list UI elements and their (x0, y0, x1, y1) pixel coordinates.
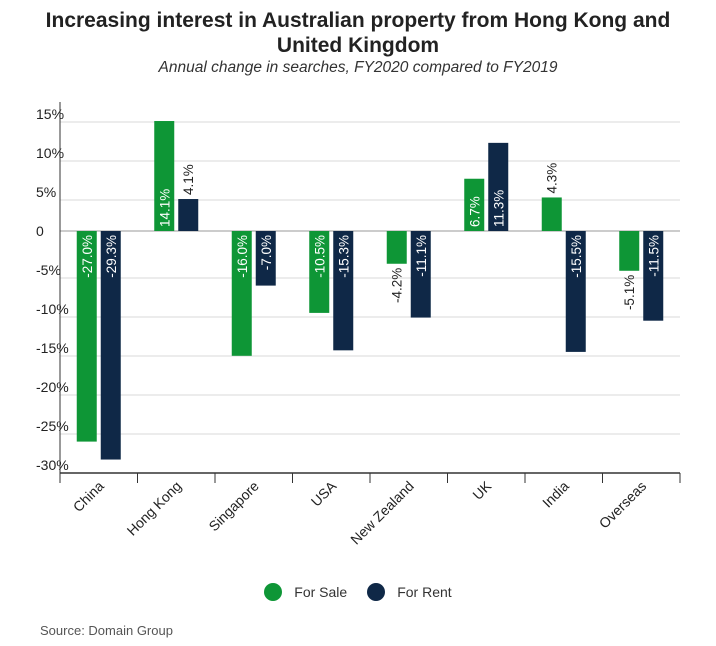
data-label: -5.1% (622, 275, 637, 310)
legend-swatch-for-rent (367, 583, 386, 601)
source-note: Source: Domain Group (40, 623, 173, 638)
x-tick-label: USA (308, 477, 340, 509)
y-tick-label: 5% (36, 184, 56, 200)
data-label: 4.3% (545, 163, 560, 194)
y-tick-label: -20% (36, 379, 69, 395)
y-tick-label: -10% (36, 301, 69, 317)
chart-subtitle: Annual change in searches, FY2020 compar… (158, 59, 558, 76)
data-label: -11.1% (414, 235, 429, 277)
x-tick-label: Hong Kong (124, 478, 185, 539)
y-tick-label: -30% (36, 457, 69, 473)
chart-title-line-2: United Kingdom (276, 34, 440, 57)
x-tick-label: Singapore (205, 478, 262, 535)
bar-for-sale (541, 197, 562, 231)
bar-for-rent (100, 231, 121, 460)
data-label: -7.0% (259, 235, 274, 270)
y-tick-label: 10% (36, 145, 64, 161)
x-tick-label: Overseas (596, 478, 650, 532)
data-label: 11.3% (491, 190, 506, 227)
bar-for-sale (309, 231, 330, 313)
y-tick-label: -25% (36, 418, 69, 434)
bar-chart: 15% 10% 5% 0 -5% -10% -15% -20% -25% -30%China -27… (36, 102, 681, 548)
legend-item-for-sale: For Sale (264, 583, 347, 601)
chart-title-line-1: Increasing interest in Australian proper… (45, 9, 671, 32)
x-tick-label: China (70, 478, 107, 515)
data-label: -11.5% (646, 235, 661, 277)
bar-for-rent (565, 231, 586, 352)
bar-for-rent (410, 231, 431, 318)
data-label: 4.1% (181, 164, 196, 195)
chart-title: Increasing interest in Australian proper… (0, 8, 716, 58)
data-label: -10.5% (312, 235, 327, 278)
data-label: -27.0% (80, 235, 95, 278)
y-tick-label: 15% (36, 106, 64, 122)
legend-swatch-for-sale (264, 583, 283, 601)
data-label: 6.7% (467, 196, 482, 227)
bar-for-sale (76, 231, 97, 442)
chart-legend: For Sale For Rent (0, 583, 716, 601)
bar-for-sale (386, 231, 407, 264)
bar-for-sale (154, 121, 175, 231)
bar-for-sale (231, 231, 252, 356)
x-tick-label: UK (469, 477, 495, 503)
bar-for-sale (619, 231, 640, 271)
data-label: -29.3% (104, 235, 119, 278)
bar-for-rent (333, 231, 354, 351)
legend-label-for-rent: For Rent (397, 584, 452, 600)
data-label: -15.5% (569, 235, 584, 278)
y-tick-label: -15% (36, 340, 69, 356)
y-tick-label: -5% (36, 262, 61, 278)
bar-for-sale (464, 178, 485, 231)
bar-for-rent (178, 199, 199, 231)
bar-for-rent (255, 231, 276, 286)
data-label: -15.3% (336, 235, 351, 278)
bar-for-rent (488, 142, 509, 231)
data-label: -4.2% (390, 268, 405, 303)
data-label: 14.1% (157, 189, 172, 227)
x-tick-label: New Zealand (347, 478, 417, 548)
y-tick-label: 0 (36, 223, 44, 239)
legend-label-for-sale: For Sale (294, 584, 348, 600)
x-tick-label: India (539, 478, 572, 511)
bar-for-rent (643, 231, 664, 321)
data-label: -16.0% (235, 235, 250, 278)
legend-item-for-rent: For Rent (367, 583, 452, 601)
